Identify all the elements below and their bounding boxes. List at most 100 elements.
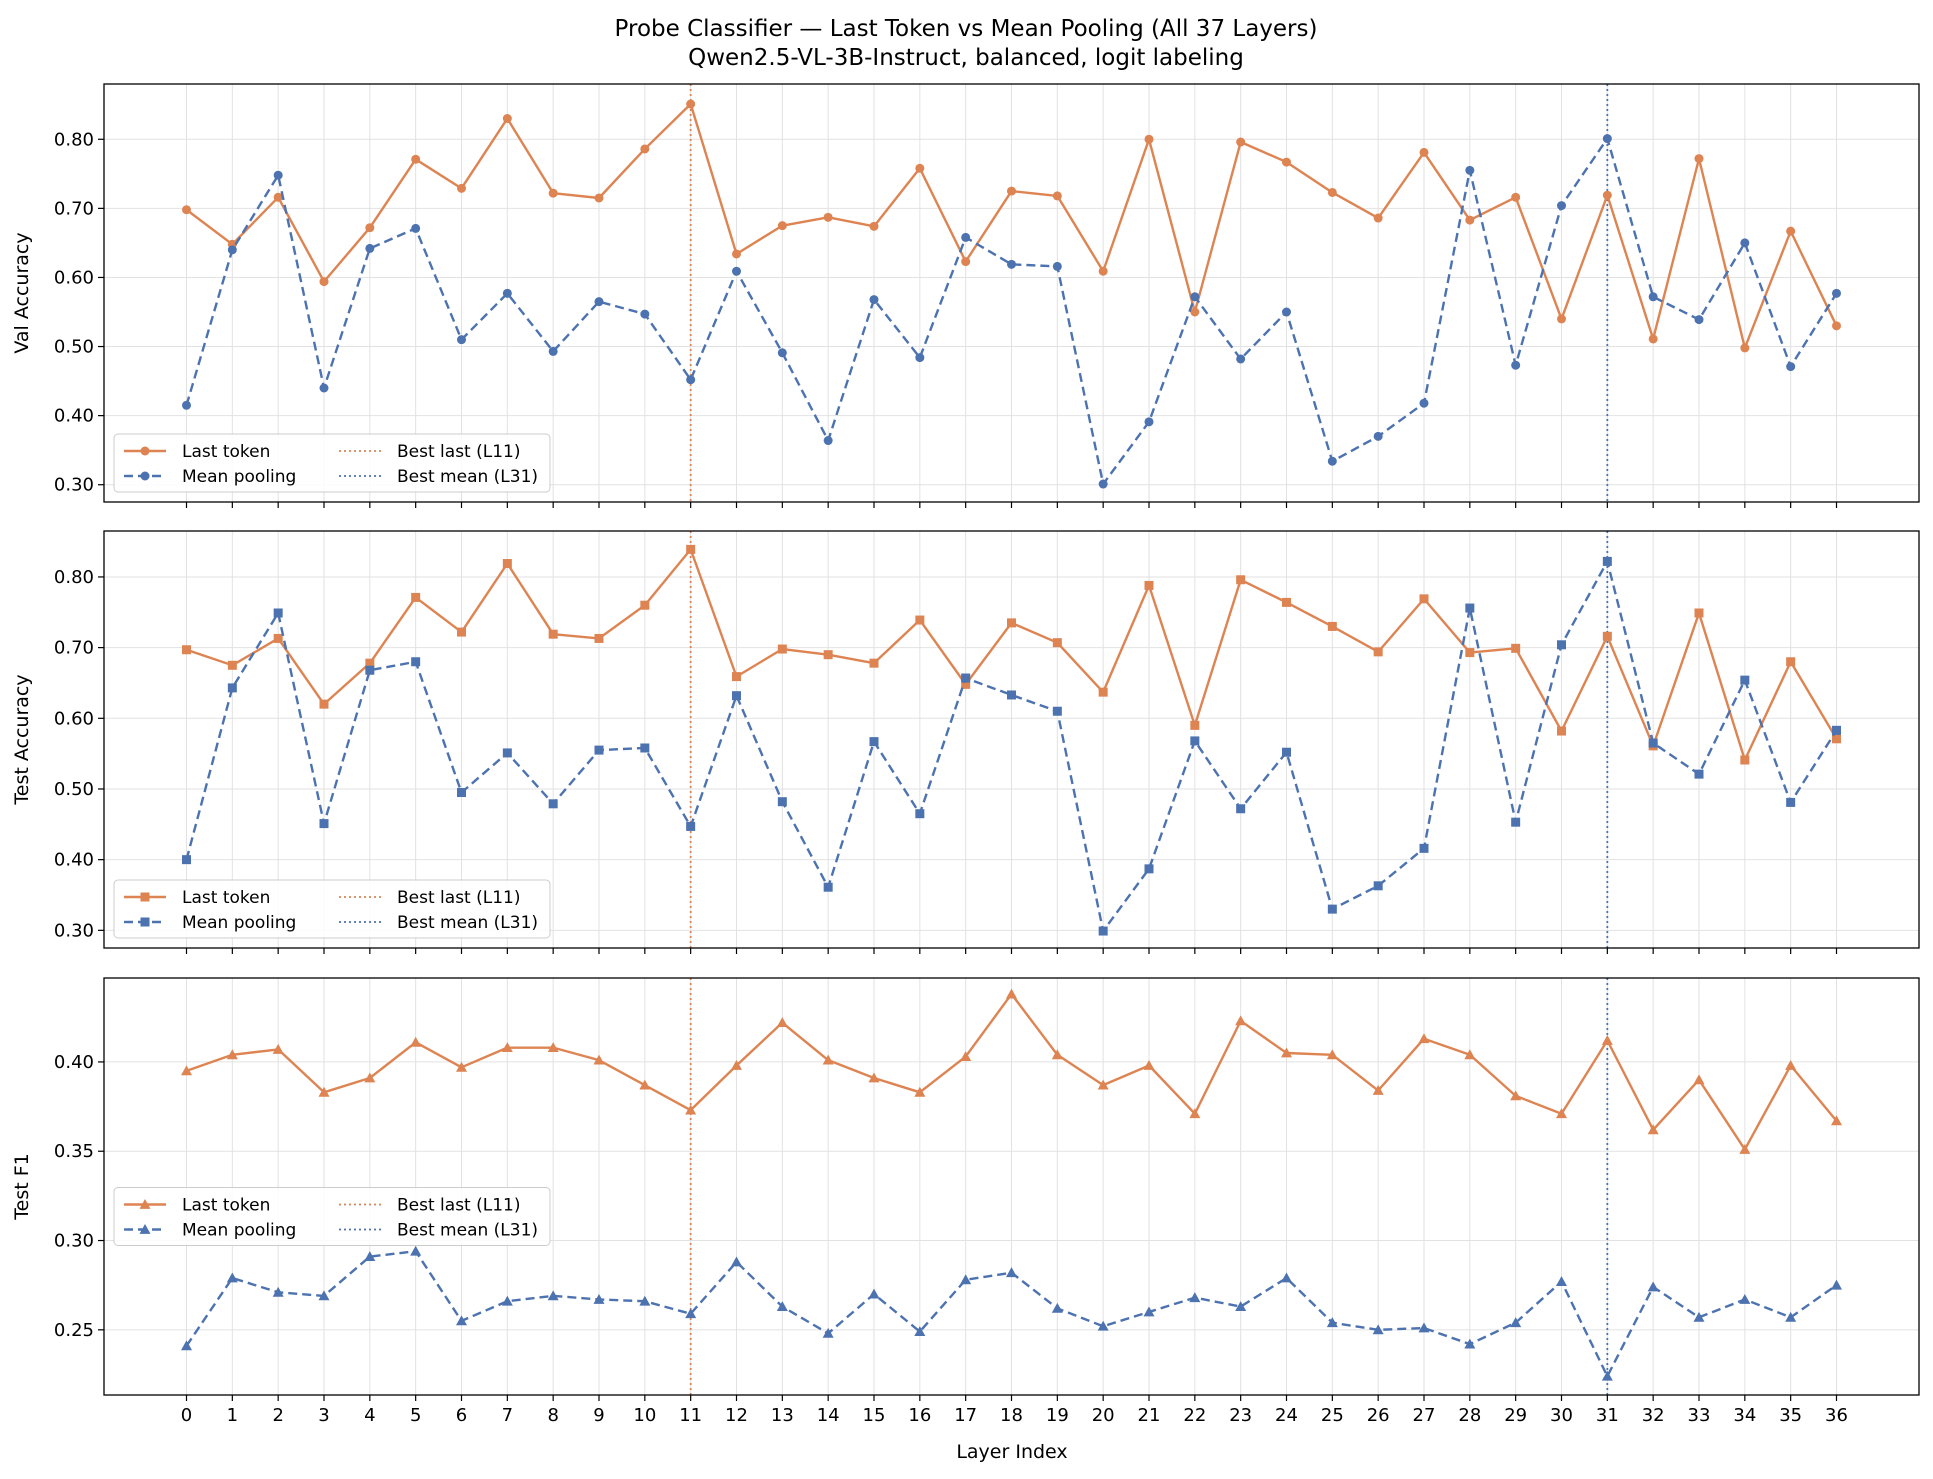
mean-pooling-point [1832,725,1841,735]
last-token-point [1236,137,1246,147]
last-token-point [1190,307,1200,317]
last-token-point [1282,157,1291,167]
last-token-point [594,633,604,643]
mean-pooling-point [1694,769,1704,779]
x-tick-label: 31 [1596,1405,1619,1426]
mean-pooling-point [1740,238,1750,248]
last-token-point [273,633,283,643]
mean-pooling-point [1190,736,1200,746]
mean-pooling-point [182,855,191,865]
mean-pooling-point [319,383,329,393]
x-tick-label: 5 [410,1405,421,1426]
x-tick-label: 1 [227,1405,238,1426]
x-tick-label: 32 [1642,1405,1665,1426]
y-tick-label: 0.80 [54,129,94,150]
y-tick-label: 0.40 [54,850,94,871]
mean-pooling-point [1373,431,1383,441]
y-axis-label: Test F1 [11,1153,33,1220]
mean-pooling-point [1236,354,1246,364]
x-tick-label: 24 [1275,1405,1298,1426]
y-tick-label: 0.50 [54,337,94,358]
mean-pooling-point [686,375,696,385]
legend-box [113,1187,551,1246]
x-tick-label: 0 [181,1405,192,1426]
x-tick-label: 22 [1183,1405,1206,1426]
last-token-point [1511,192,1521,202]
last-token-point [182,205,191,215]
y-tick-label: 0.35 [54,1141,94,1162]
legend-mean-pooling-marker [140,471,150,481]
mean-pooling-point [1236,804,1246,814]
last-token-point [732,249,741,259]
mean-pooling-point [502,288,512,298]
mean-pooling-point [365,665,375,675]
last-token-point [548,629,558,639]
x-tick-label: 19 [1046,1405,1069,1426]
last-token-point [1143,1060,1155,1070]
last-token-point [639,1079,651,1090]
mean-pooling-point [639,1295,651,1306]
last-token-point [686,99,696,109]
last-token-point [502,559,512,569]
y-tick-label: 0.30 [54,920,94,941]
mean-pooling-point [1098,479,1108,489]
last-token-point [593,1054,605,1065]
last-token-point [318,1086,330,1097]
last-token-point [914,1086,926,1097]
last-token-point [1831,1115,1842,1126]
last-token-point [777,221,787,231]
panel-1: 0.30 0.40 0.50 0.60 0.70 0.80 Val Accuracy Last… [11,83,1920,508]
mean-pooling-point [501,1295,513,1306]
mean-pooling-point [1006,1267,1017,1278]
mean-pooling-point [1740,675,1750,685]
legend-box [113,433,551,493]
last-token-point [961,679,971,689]
last-token-point [1740,343,1750,353]
figure-title: Probe Classifier — Last Token vs Mean Po… [615,16,1318,42]
y-axis-label: Test Accuracy [11,674,33,805]
mean-pooling-point [1648,292,1658,302]
last-token-point [869,221,879,231]
mean-pooling-point [1785,1311,1797,1322]
mean-pooling-point [914,1326,926,1337]
legend-last-token-marker [140,892,150,902]
last-token-point [1419,147,1429,157]
y-tick-label: 0.30 [54,1231,94,1252]
y-tick-label: 0.70 [54,638,94,659]
x-tick-label: 8 [547,1405,558,1426]
last-token-point [365,223,375,233]
mean-pooling-point [1190,292,1200,302]
legend: Last token Mean pooling Best last (L11) Bes… [113,879,551,939]
mean-pooling-point [1556,1276,1567,1286]
mean-pooling-point [776,1301,788,1311]
last-token-point [1648,334,1658,344]
last-token-point [822,1054,834,1065]
last-token-point [1694,608,1704,618]
mean-pooling-point [548,346,558,356]
x-tick-label: 15 [863,1405,886,1426]
mean-pooling-point [869,737,879,747]
mean-pooling-point [1326,1317,1338,1328]
y-tick-label: 0.50 [54,779,94,800]
last-token-point [1189,1108,1201,1119]
legend-mean-pooling-label: Mean pooling [182,913,296,933]
last-token-point [777,644,787,654]
mean-pooling-point [868,1288,880,1299]
last-token-point [960,1051,972,1061]
last-token-point [685,1104,697,1115]
mean-pooling-point [1510,1317,1522,1328]
x-tick-label: 16 [908,1405,931,1426]
mean-pooling-point [502,748,512,758]
y-tick-label: 0.30 [54,475,94,496]
last-token-point [502,114,512,124]
x-tick-label: 27 [1413,1405,1436,1426]
last-token-point [1006,988,1017,999]
x-tick-label: 2 [272,1405,283,1426]
mean-pooling-point [364,1251,376,1261]
mean-pooling-point [823,436,833,446]
legend-best-last-label: Best last (L11) [397,1196,520,1216]
mean-pooling-point [593,1293,605,1304]
x-tick-label: 25 [1321,1405,1344,1426]
x-tick-label: 33 [1688,1405,1711,1426]
